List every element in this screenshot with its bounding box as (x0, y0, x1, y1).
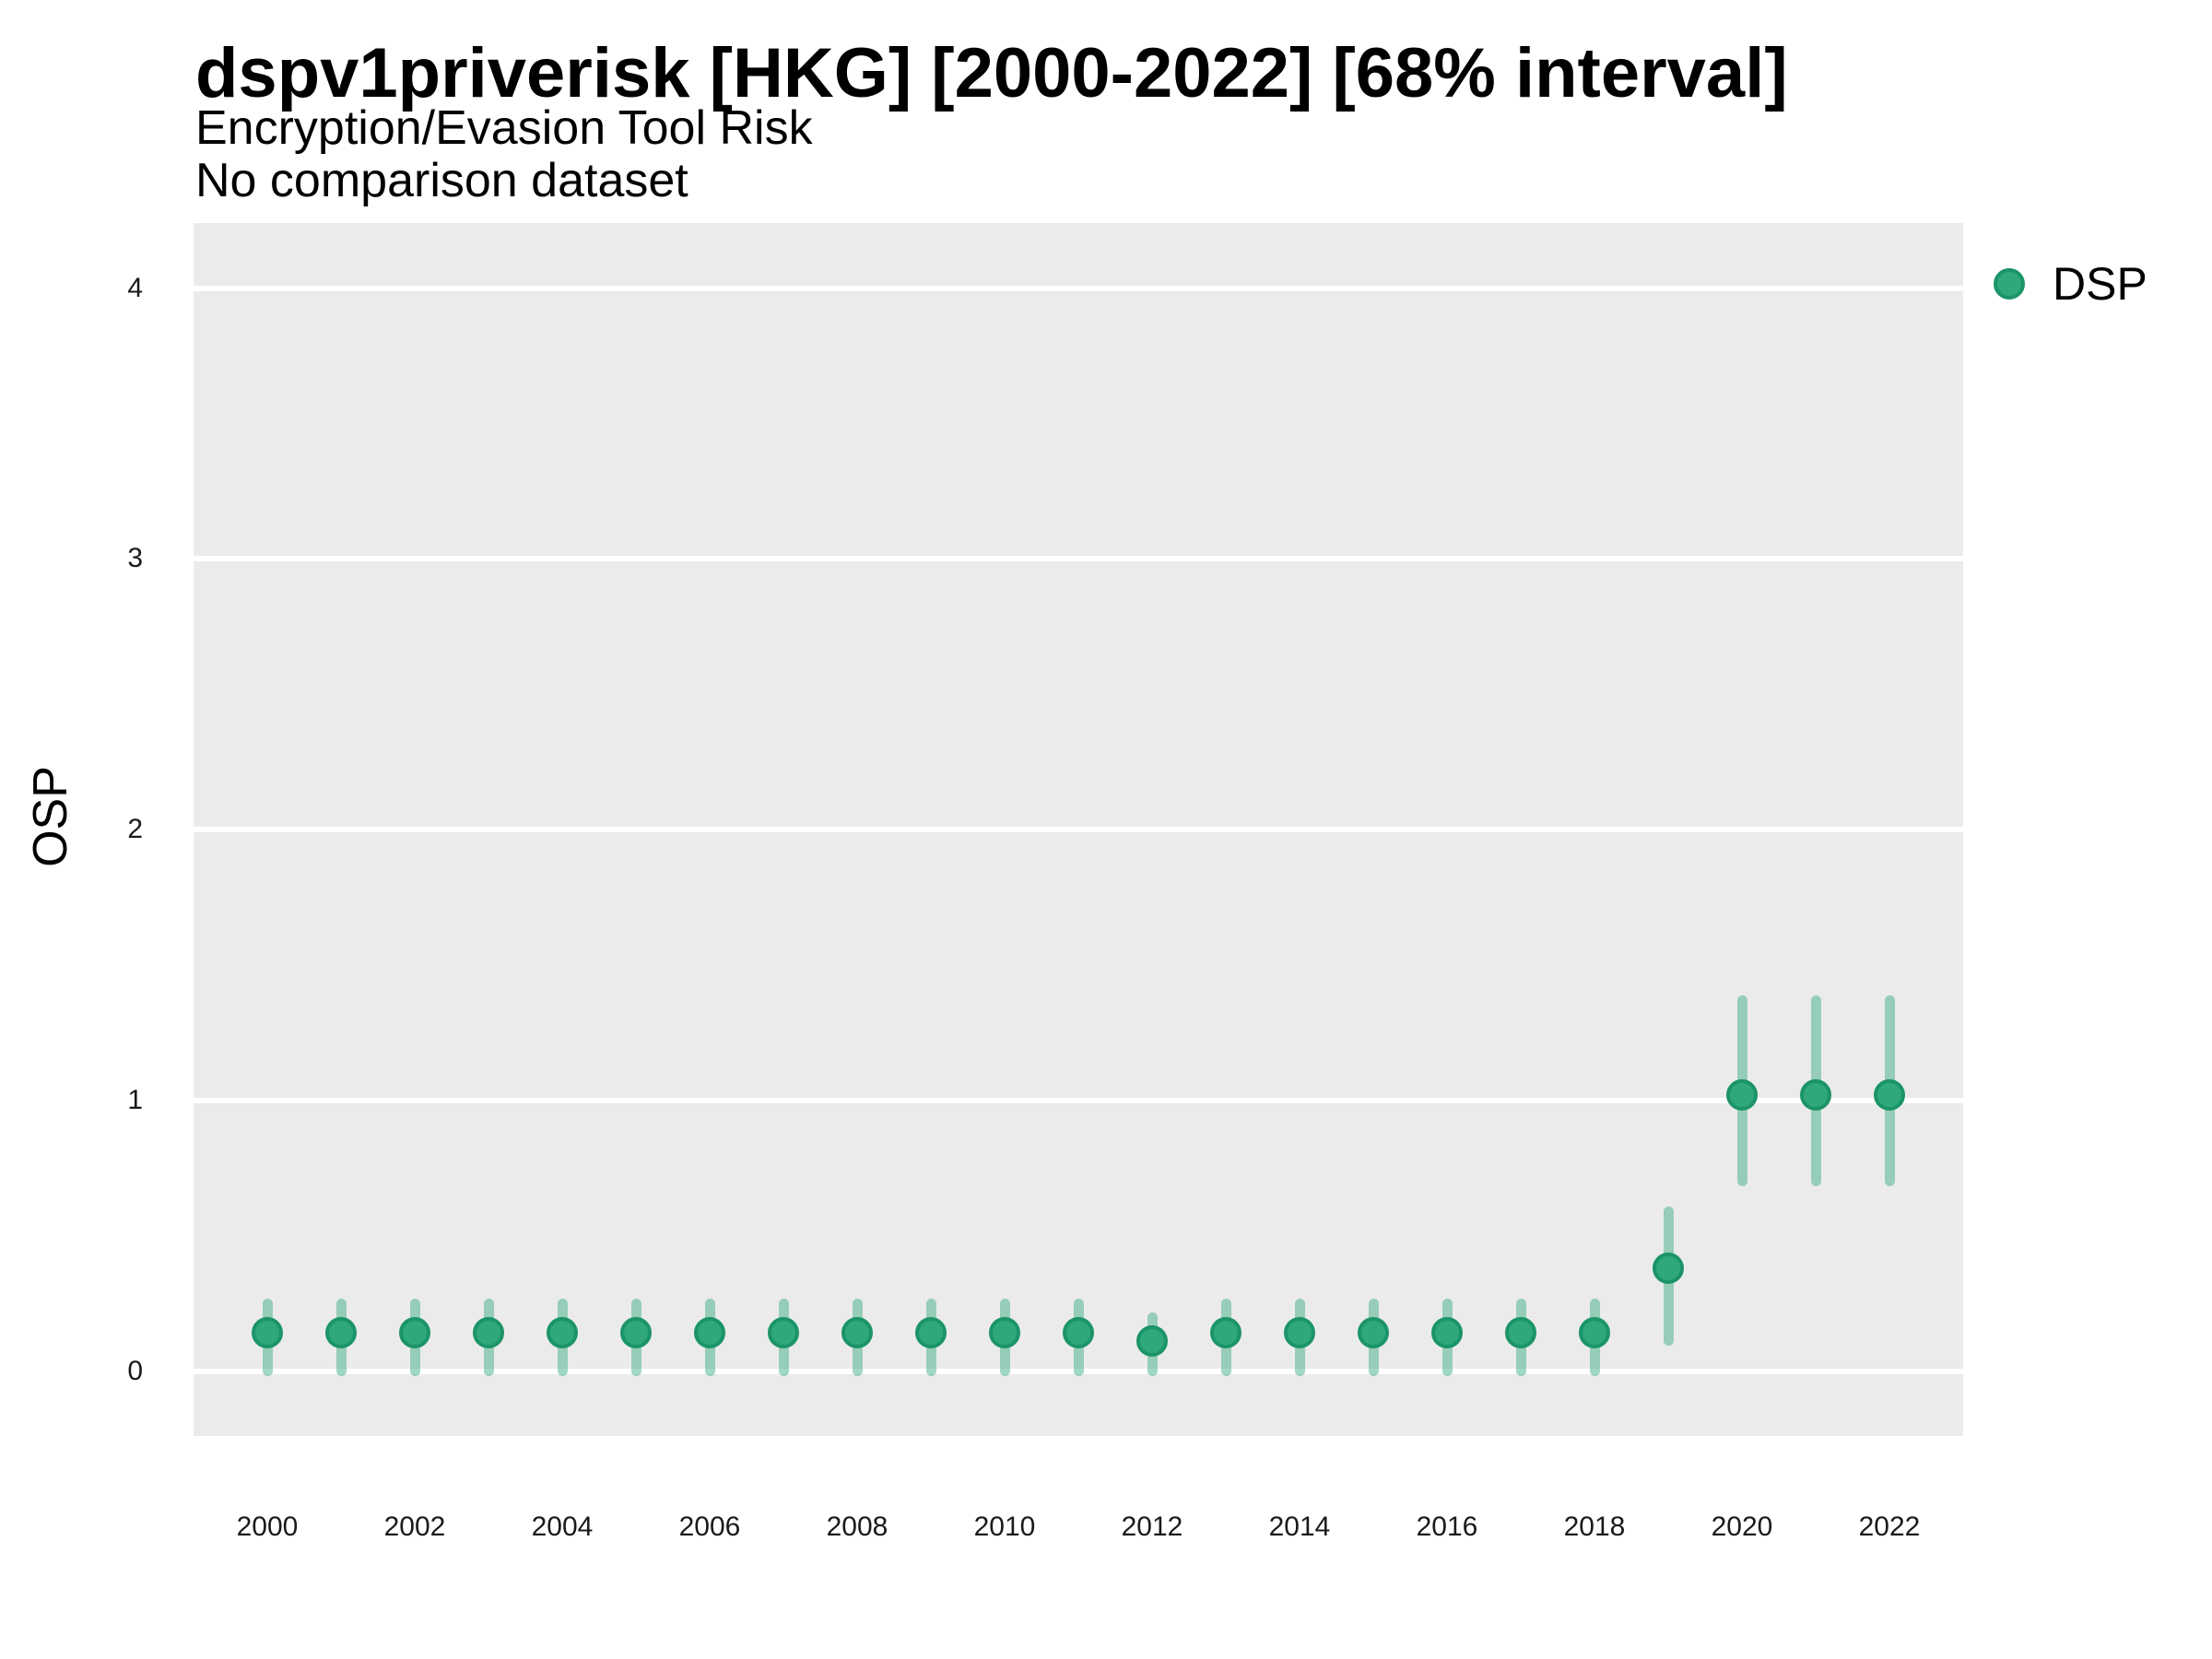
chart-subtitle: Encryption/Evasion Tool Risk (195, 101, 813, 155)
data-point (1505, 1317, 1536, 1349)
legend: DSP (1994, 261, 2147, 307)
x-tick-label: 2006 (678, 1512, 741, 1542)
data-point (1800, 1078, 1831, 1111)
data-point (1063, 1317, 1094, 1349)
data-point (473, 1317, 504, 1349)
x-tick-label: 2018 (1563, 1512, 1626, 1542)
data-point (768, 1317, 799, 1349)
y-gridline (194, 556, 1963, 562)
data-point (1726, 1078, 1758, 1111)
data-point (620, 1317, 652, 1349)
data-point (1358, 1317, 1389, 1349)
x-tick-label: 2010 (973, 1512, 1036, 1542)
data-point (325, 1317, 357, 1349)
y-tick-label: 4 (127, 272, 143, 303)
y-tick-label: 3 (127, 543, 143, 574)
legend-point-icon (1994, 268, 2025, 300)
x-tick-label: 2000 (236, 1512, 299, 1542)
data-point (547, 1317, 578, 1349)
x-tick-label: 2004 (531, 1512, 594, 1542)
y-gridline (194, 1097, 1963, 1103)
x-tick-label: 2014 (1268, 1512, 1331, 1542)
data-point (252, 1317, 283, 1349)
y-tick-label: 0 (127, 1355, 143, 1386)
chart-title: dspv1priverisk [HKG] [2000-2022] [68% in… (195, 34, 1788, 112)
legend-label: DSP (2053, 258, 2147, 310)
chart-annotation: No comparison dataset (195, 154, 688, 207)
data-point (694, 1317, 725, 1349)
x-tick-label: 2022 (1858, 1512, 1921, 1542)
x-tick-label: 2016 (1416, 1512, 1478, 1542)
data-point (841, 1317, 873, 1349)
y-gridline (194, 1368, 1963, 1374)
data-point (989, 1317, 1020, 1349)
y-gridline (194, 285, 1963, 291)
y-tick-label: 1 (127, 1084, 143, 1115)
data-point (1284, 1317, 1315, 1349)
y-tick-label: 2 (127, 814, 143, 844)
x-tick-label: 2012 (1121, 1512, 1183, 1542)
data-point (399, 1317, 430, 1349)
data-point (1874, 1078, 1905, 1111)
data-point (1210, 1317, 1241, 1349)
x-tick-label: 2002 (383, 1512, 446, 1542)
data-point (915, 1317, 947, 1349)
x-tick-label: 2008 (826, 1512, 888, 1542)
y-gridline (194, 827, 1963, 832)
data-point (1136, 1325, 1168, 1358)
plot-panel (194, 223, 1963, 1436)
x-tick-label: 2020 (1711, 1512, 1773, 1542)
data-point (1653, 1252, 1684, 1284)
data-point (1431, 1317, 1463, 1349)
data-point (1579, 1317, 1610, 1349)
